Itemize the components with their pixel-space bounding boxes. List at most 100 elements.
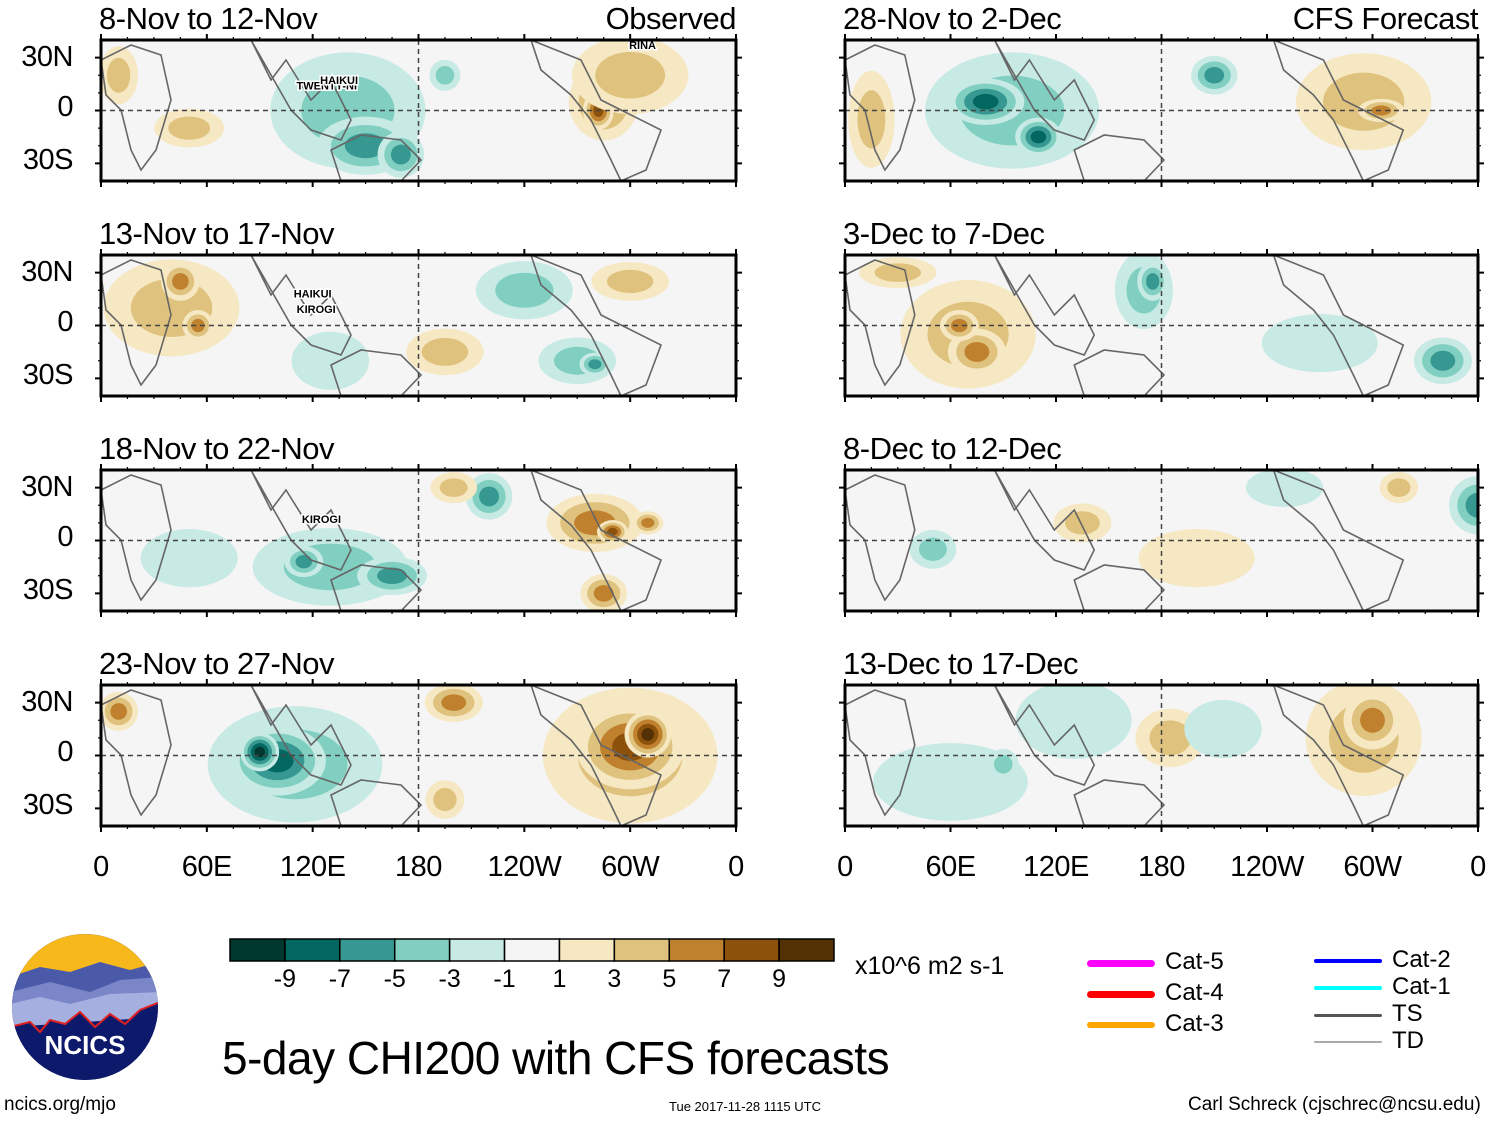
colorbar-swatch — [393, 938, 451, 962]
lon-tick-label: 120E — [1023, 851, 1089, 883]
storm-label: RINA — [629, 40, 656, 52]
anomaly-contour — [972, 93, 999, 110]
anomaly-contour — [964, 341, 990, 362]
footer-author: Carl Schreck (cjschrec@ncsu.edu) — [1188, 1094, 1481, 1115]
storm-label: HAIKUI — [294, 288, 332, 300]
anomaly-contour — [1138, 529, 1255, 588]
map-panel — [839, 679, 1484, 832]
main-title: 5-day CHI200 with CFS forecasts — [222, 1032, 890, 1084]
anomaly-contour — [377, 567, 408, 585]
colorbar-label: 7 — [717, 965, 732, 993]
anomaly-contour — [1015, 685, 1132, 760]
anomaly-contour — [344, 133, 387, 159]
lat-tick-label: 30N — [21, 471, 73, 503]
colorbar-label: -9 — [273, 965, 297, 993]
coastline — [250, 40, 352, 141]
anomaly-contour — [857, 90, 886, 149]
logo-text: NCICS — [45, 1030, 126, 1060]
coastline — [250, 470, 352, 571]
anomaly-contour — [1030, 130, 1047, 144]
coastline — [1272, 685, 1405, 826]
anomaly-contour — [641, 517, 655, 528]
lat-tick-label: 30N — [21, 256, 73, 288]
panel-title: 3-Dec to 7-Dec — [843, 216, 1045, 251]
footer-url[interactable]: ncics.org/mjo — [4, 1094, 116, 1115]
map-panel — [839, 34, 1484, 187]
colorbar-swatch — [558, 938, 616, 962]
coastline — [530, 40, 663, 181]
anomaly-contour — [110, 703, 127, 720]
anomaly-contour — [1371, 105, 1392, 116]
coastline — [993, 470, 1096, 571]
lon-tick-label: 180 — [395, 851, 442, 883]
anomaly-contour — [1149, 720, 1192, 756]
storm-legend-label: TS — [1392, 1000, 1423, 1027]
colorbar-units: x10^6 m2 s-1 — [855, 952, 1005, 980]
panel-title: 8-Nov to 12-Nov — [99, 1, 318, 36]
coastline — [845, 689, 916, 817]
storm-legend-swatch — [1314, 986, 1382, 990]
lon-tick-label: 180 — [1138, 851, 1185, 883]
anomaly-contour — [168, 116, 211, 140]
coastline — [250, 685, 352, 786]
panel-title: 23-Nov to 27-Nov — [99, 646, 334, 681]
lat-tick-label: 30S — [22, 574, 74, 606]
coastline — [1073, 564, 1166, 611]
lon-tick-label: 60W — [601, 851, 660, 883]
lon-tick-label: 0 — [837, 851, 853, 883]
colorbar-swatch — [723, 938, 780, 962]
map-panel: HAIKUI KIROGI — [95, 249, 742, 402]
coastline — [845, 44, 916, 172]
coastline — [330, 134, 423, 181]
anomaly-contour — [441, 694, 467, 711]
coastline — [101, 474, 172, 602]
coastline — [1073, 134, 1166, 181]
lon-tick-label: 60E — [181, 851, 233, 883]
anomaly-contour — [951, 318, 968, 333]
coastline — [845, 474, 916, 602]
anomaly-contour — [1261, 314, 1378, 373]
coastline — [845, 259, 916, 387]
anomaly-contour — [106, 57, 131, 93]
coastline — [1073, 779, 1166, 826]
panel-title: 28-Nov to 2-Dec — [843, 1, 1062, 36]
coastline — [101, 689, 172, 817]
storm-legend-label: TD — [1392, 1027, 1424, 1054]
storm-legend-label: Cat-5 — [1165, 948, 1224, 975]
lat-tick-label: 30S — [22, 359, 74, 391]
panel-title: 13-Dec to 17-Dec — [843, 646, 1078, 681]
anomaly-contour — [1184, 699, 1262, 759]
anomaly-contour — [1360, 707, 1385, 733]
lat-tick-label: 30S — [22, 789, 74, 821]
anomaly-contour — [433, 787, 457, 812]
colorbar-swatch — [229, 938, 286, 962]
anomaly-contour — [1465, 492, 1478, 518]
lat-tick-label: 30N — [21, 686, 73, 718]
coastline — [993, 40, 1096, 141]
lat-tick-label: 0 — [57, 91, 73, 123]
map-panel: KIROGI — [95, 464, 742, 617]
colorbar-label: -7 — [328, 965, 351, 993]
colorbar-label: 5 — [662, 965, 677, 993]
colorbar-label: -1 — [493, 965, 516, 993]
anomaly-contour — [435, 65, 455, 85]
storm-legend-swatch — [1314, 959, 1382, 963]
anomaly-contour — [993, 755, 1013, 774]
anomaly-contour — [874, 263, 921, 282]
lon-tick-label: 120W — [1230, 851, 1304, 883]
coastline — [530, 255, 663, 396]
anomaly-contour — [191, 318, 205, 333]
coastline — [330, 564, 423, 611]
anomaly-contour — [918, 537, 947, 561]
colorbar-swatch — [284, 938, 341, 962]
map-panel — [839, 249, 1484, 402]
colorbar-swatch — [668, 938, 725, 962]
coastline — [1272, 255, 1405, 396]
ncics-logo: NCICS — [12, 934, 158, 1080]
map-panel — [95, 679, 742, 832]
lon-tick-label: 0 — [93, 851, 109, 883]
lat-tick-label: 0 — [57, 521, 73, 553]
storm-legend-swatch — [1087, 959, 1155, 967]
colorbar-label: 9 — [772, 965, 787, 993]
anomaly-contour — [1204, 66, 1225, 84]
